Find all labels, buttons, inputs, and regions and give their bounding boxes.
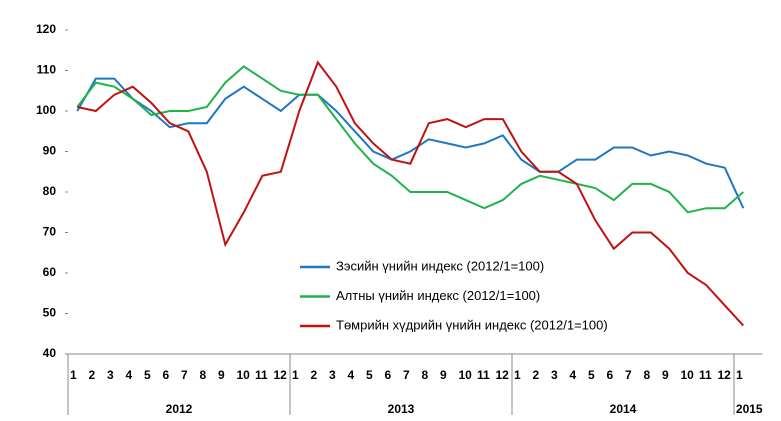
x-tick-label: 10 <box>237 368 251 382</box>
x-tick-label: 5 <box>588 368 595 382</box>
legend-label: Зэсийн үнийн индекс (2012/1=100) <box>336 258 544 273</box>
y-tick-label: 40 <box>43 346 57 360</box>
y-tick-label: 80 <box>43 184 57 198</box>
x-tick-label: 3 <box>107 368 114 382</box>
x-tick-label: 7 <box>181 368 188 382</box>
x-tick-label: 8 <box>422 368 429 382</box>
x-tick-label: 6 <box>163 368 170 382</box>
x-tick-label: 11 <box>477 368 490 382</box>
y-tick-label: 110 <box>37 63 57 77</box>
x-tick-label: 6 <box>385 368 392 382</box>
x-tick-label: 5 <box>366 368 373 382</box>
y-tick-label: 70 <box>43 225 57 239</box>
x-tick-label: 2 <box>533 368 540 382</box>
series-line <box>76 77 745 209</box>
x-tick-label: 1 <box>70 368 77 382</box>
year-label: 2012 <box>166 402 193 416</box>
legend-label: Алтны үнийн индекс (2012/1=100) <box>336 288 540 303</box>
x-tick-label: 10 <box>681 368 695 382</box>
x-tick-label: 3 <box>551 368 558 382</box>
y-tick-label: 50 <box>43 306 57 320</box>
x-tick-label: 6 <box>607 368 614 382</box>
x-tick-label: 9 <box>662 368 669 382</box>
x-tick-label: 12 <box>274 368 288 382</box>
x-tick-label: 11 <box>255 368 268 382</box>
x-tick-label: 9 <box>440 368 447 382</box>
x-tick-label: 12 <box>496 368 510 382</box>
y-tick-label: 60 <box>43 265 57 279</box>
year-label: 2015 <box>736 402 763 416</box>
y-tick-label: 120 <box>36 22 56 36</box>
x-tick-label: 1 <box>514 368 521 382</box>
x-tick-label: 8 <box>200 368 207 382</box>
x-tick-label: 7 <box>625 368 632 382</box>
year-label: 2014 <box>610 402 637 416</box>
x-tick-label: 4 <box>348 368 355 382</box>
x-tick-label: 1 <box>736 368 743 382</box>
series-line <box>76 65 744 214</box>
x-tick-label: 5 <box>144 368 151 382</box>
x-tick-label: 2 <box>311 368 318 382</box>
x-tick-label: 9 <box>218 368 225 382</box>
x-tick-label: 2 <box>89 368 96 382</box>
x-tick-label: 4 <box>570 368 577 382</box>
x-tick-label: 1 <box>292 368 299 382</box>
x-tick-label: 10 <box>459 368 473 382</box>
x-tick-label: 11 <box>699 368 712 382</box>
year-label: 2013 <box>388 402 415 416</box>
y-tick-label: 100 <box>36 103 56 117</box>
x-tick-label: 7 <box>403 368 410 382</box>
y-tick-label: 90 <box>43 144 57 158</box>
x-tick-label: 12 <box>718 368 732 382</box>
x-tick-label: 8 <box>644 368 651 382</box>
x-tick-label: 4 <box>126 368 133 382</box>
x-tick-label: 3 <box>329 368 336 382</box>
legend-label: Төмрийн хүдрийн үнийн индекс (2012/1=100… <box>336 317 608 332</box>
series-line <box>77 60 745 327</box>
